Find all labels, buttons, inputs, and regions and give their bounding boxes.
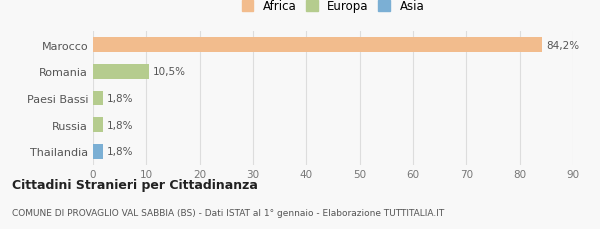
Bar bbox=[93, 144, 103, 159]
Text: Cittadini Stranieri per Cittadinanza: Cittadini Stranieri per Cittadinanza bbox=[12, 178, 258, 191]
Bar bbox=[93, 91, 103, 106]
Legend: Africa, Europa, Asia: Africa, Europa, Asia bbox=[239, 0, 427, 16]
Bar bbox=[93, 38, 542, 53]
Bar bbox=[93, 118, 103, 132]
Bar bbox=[93, 65, 149, 79]
Text: 10,5%: 10,5% bbox=[153, 67, 186, 77]
Text: 84,2%: 84,2% bbox=[547, 40, 580, 50]
Text: 1,8%: 1,8% bbox=[107, 120, 133, 130]
Text: COMUNE DI PROVAGLIO VAL SABBIA (BS) - Dati ISTAT al 1° gennaio - Elaborazione TU: COMUNE DI PROVAGLIO VAL SABBIA (BS) - Da… bbox=[12, 208, 444, 217]
Text: 1,8%: 1,8% bbox=[107, 93, 133, 104]
Text: 1,8%: 1,8% bbox=[107, 147, 133, 157]
